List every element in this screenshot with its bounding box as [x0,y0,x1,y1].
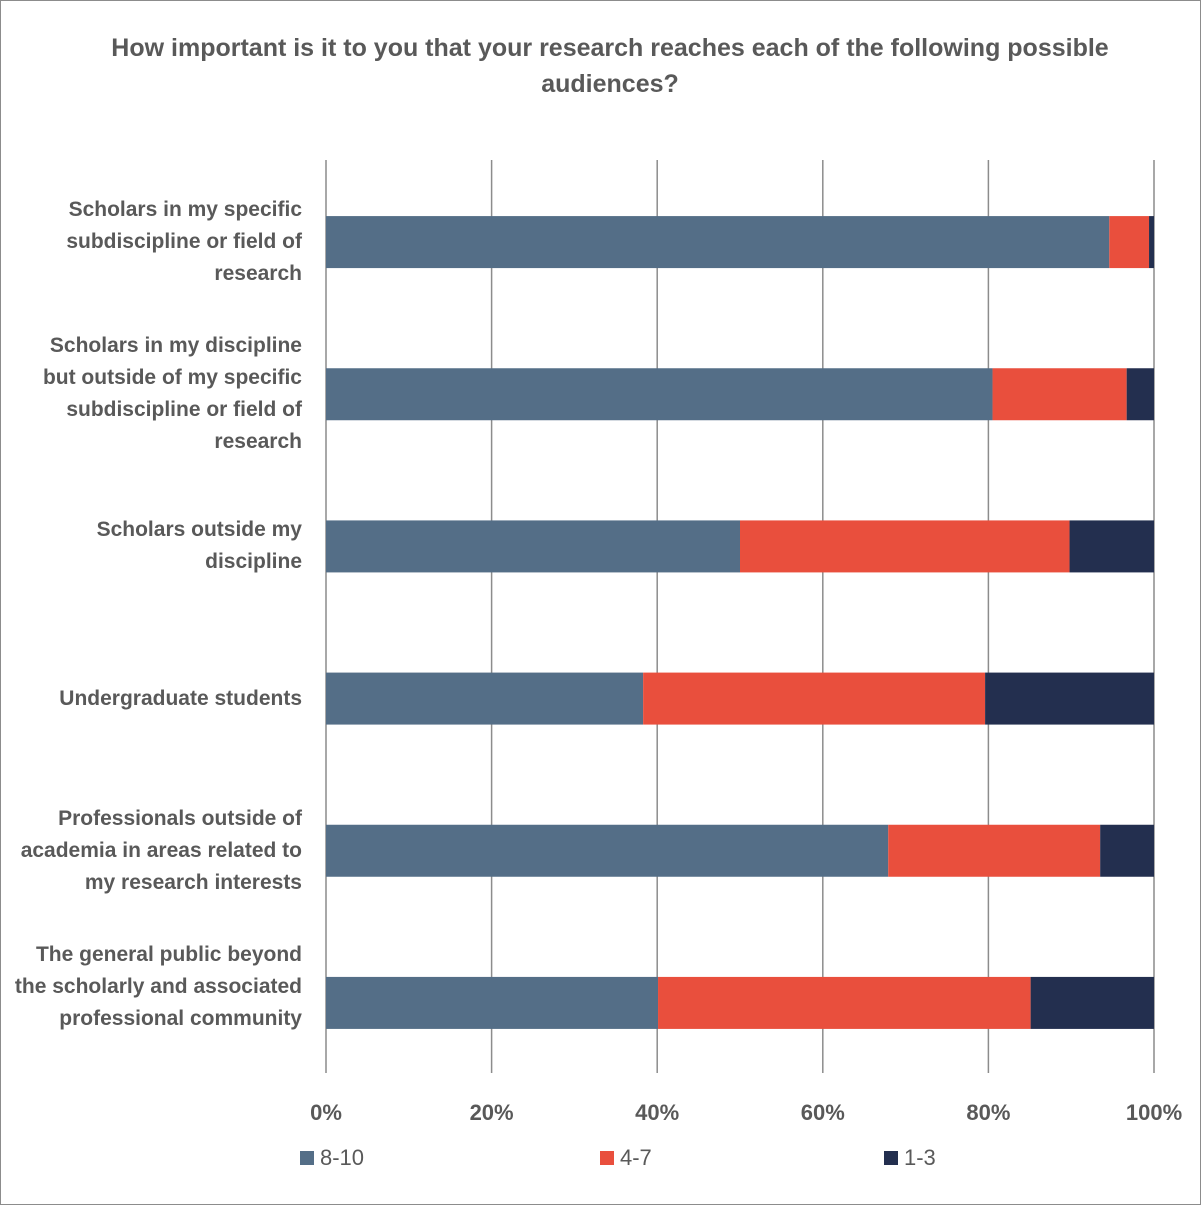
legend-label: 8-10 [320,1145,365,1170]
x-tick-label: 20% [470,1100,514,1125]
legend-swatch [884,1151,898,1165]
x-axis-ticks: 0% 20% 40% 60% 80% 100% [310,1100,1182,1125]
category-label: Scholars in my discipline but outside of… [42,334,302,454]
legend-label: 4-7 [620,1145,652,1170]
legend-item: 8-10 [300,1138,364,1178]
x-tick-label: 0% [310,1100,342,1125]
bar-segment-8-10 [326,672,644,725]
category-label: Undergraduate students [59,686,302,710]
category-label: The general public beyond the scholarly … [14,942,302,1030]
x-tick-label: 40% [635,1100,679,1125]
bar-segment-8-10 [326,976,659,1029]
x-tick-label: 100% [1126,1100,1182,1125]
bar-segment-4-7 [888,824,1101,877]
bar-segment-1-3 [1100,824,1154,877]
bar-segment-1-3 [1126,368,1154,421]
bar-segment-1-3 [1030,976,1154,1029]
chart-title: How important is it to you that your res… [111,34,1109,98]
legend-item: 1-3 [884,1138,936,1178]
x-tick-label: 80% [966,1100,1010,1125]
category-label: Professionals outside of academia in are… [20,806,302,894]
bar-segment-4-7 [643,672,986,725]
legend-item: 4-7 [600,1138,652,1178]
bar-segment-8-10 [326,216,1110,269]
legend: 8-10 4-7 1-3 [0,1138,1203,1178]
gridlines [325,160,1155,1073]
bar-segment-4-7 [992,368,1127,421]
bar-segment-8-10 [326,824,889,877]
bar-segment-4-7 [658,976,1031,1029]
legend-swatch [300,1151,314,1165]
bar-segment-1-3 [1069,520,1154,573]
bar-segment-8-10 [326,520,740,573]
bar-segment-1-3 [985,672,1154,725]
category-labels: Scholars in my specific subdiscipline or… [10,0,302,1100]
bar-segment-8-10 [326,368,993,421]
category-label: Scholars outside my discipline [96,518,302,574]
bars [326,216,1154,1029]
bar-segment-4-7 [740,520,1070,573]
bar-segment-1-3 [1149,216,1154,269]
bar-segment-4-7 [1109,216,1150,269]
legend-label: 1-3 [904,1145,936,1170]
x-tick-label: 60% [801,1100,845,1125]
category-label: Scholars in my specific subdiscipline or… [66,198,302,286]
legend-swatch [600,1151,614,1165]
